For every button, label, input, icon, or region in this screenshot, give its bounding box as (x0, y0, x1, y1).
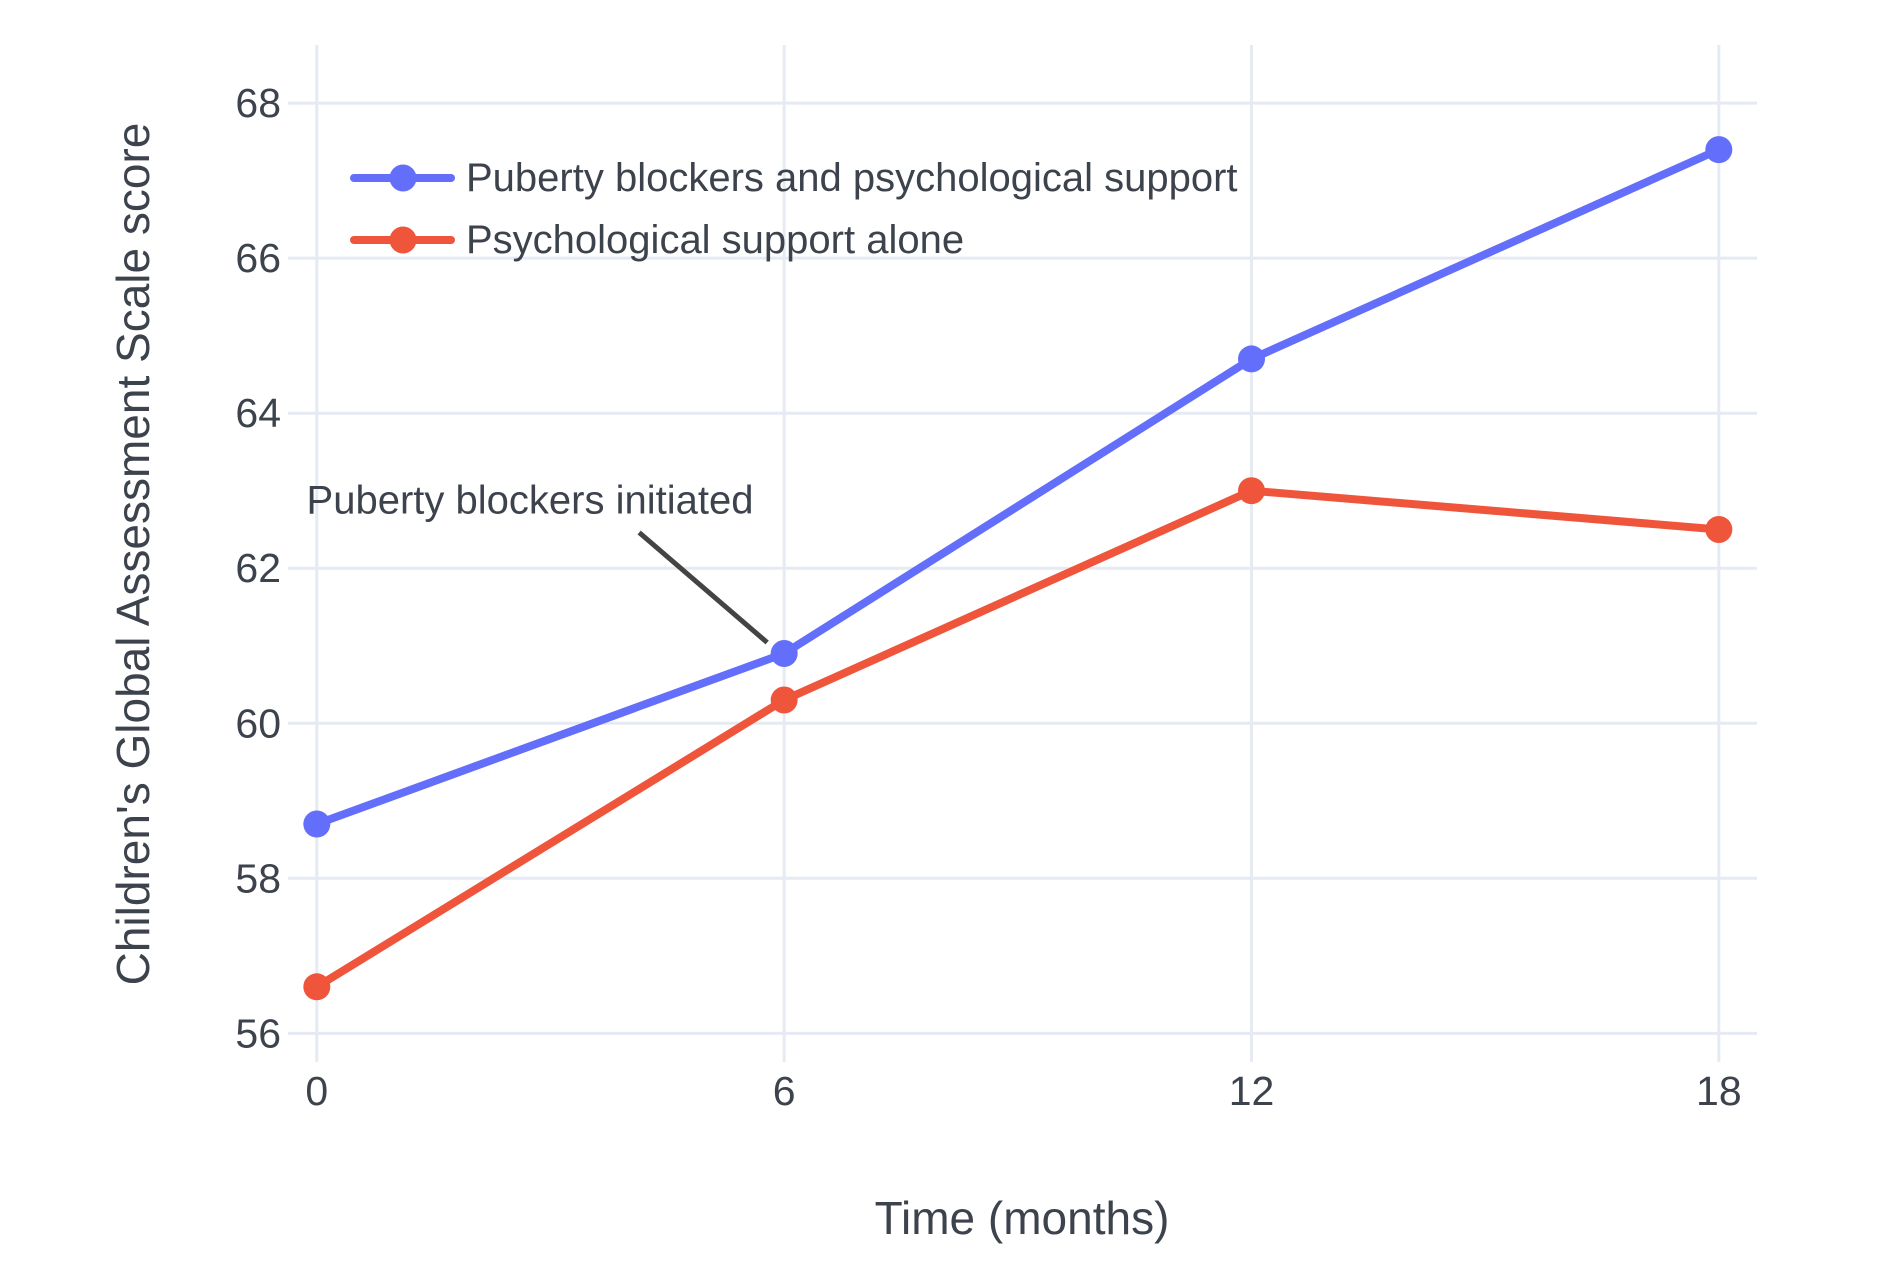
x-axis-title: Time (months) (874, 1192, 1170, 1244)
marker-puberty-blockers-and-psychological-support-month-0 (303, 810, 331, 838)
marker-psychological-support-alone-month-0 (303, 973, 331, 1001)
legend-item-psychological-support-alone[interactable]: Psychological support alone (350, 215, 1238, 264)
legend-label: Puberty blockers and psychological suppo… (466, 155, 1238, 200)
annotation-text: Puberty blockers initiated (306, 478, 754, 523)
legend: Puberty blockers and psychological suppo… (350, 153, 1238, 264)
y-tick-label-58: 58 (235, 855, 281, 901)
y-axis-title: Children's Global Assessment Scale score (107, 122, 159, 986)
legend-line-swatch (350, 226, 455, 253)
annotation-leader-line (637, 530, 769, 645)
x-tick-label-12: 12 (1229, 1068, 1275, 1114)
y-tick-label-62: 62 (235, 545, 281, 591)
legend-item-puberty-blockers-and-psychological-support[interactable]: Puberty blockers and psychological suppo… (350, 153, 1238, 202)
series-line-psychological-support-alone (312, 486, 1723, 991)
y-tick-label-68: 68 (235, 80, 281, 126)
y-tick-label-64: 64 (235, 390, 281, 436)
marker-psychological-support-alone-month-18 (1705, 515, 1733, 543)
marker-puberty-blockers-and-psychological-support-month-18 (1705, 136, 1733, 164)
y-tick-label-60: 60 (235, 700, 281, 746)
legend-marker-dot (389, 164, 416, 191)
legend-line-swatch (350, 164, 455, 191)
x-tick-label-0: 0 (305, 1068, 328, 1114)
y-tick-label-66: 66 (235, 235, 281, 281)
x-tick-label-6: 6 (773, 1068, 796, 1114)
marker-psychological-support-alone-month-6 (770, 686, 798, 714)
marker-psychological-support-alone-month-12 (1237, 477, 1265, 505)
x-tick-label-18: 18 (1696, 1068, 1742, 1114)
marker-puberty-blockers-and-psychological-support-month-6 (770, 639, 798, 667)
y-tick-label-56: 56 (235, 1010, 281, 1056)
marker-puberty-blockers-and-psychological-support-month-12 (1237, 345, 1265, 373)
legend-label: Psychological support alone (466, 217, 965, 262)
legend-marker-dot (389, 226, 416, 253)
series-line-puberty-blockers-and-psychological-support (312, 145, 1723, 829)
